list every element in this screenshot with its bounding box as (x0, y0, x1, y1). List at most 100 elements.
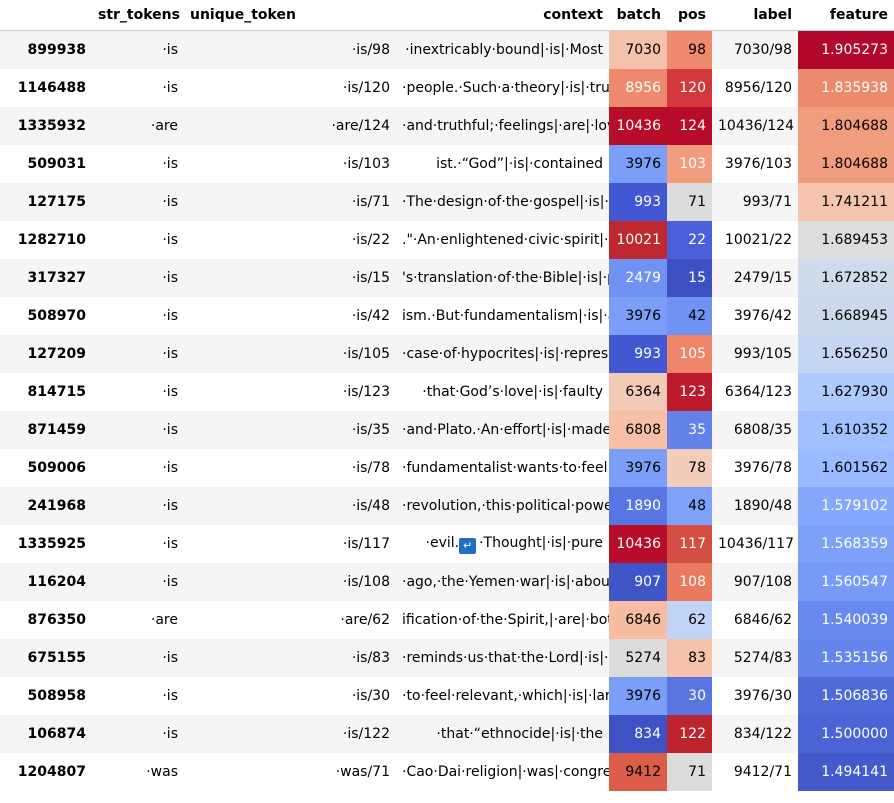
cell-unique-token: ·is/108 (184, 563, 396, 601)
cell-unique-token: ·is/48 (184, 487, 396, 525)
cell-batch: 10436 (609, 107, 667, 145)
row-index: 106874 (0, 715, 92, 753)
cell-feature: 1.568359 (798, 525, 894, 563)
row-index: 1335925 (0, 525, 92, 563)
row-index: 509006 (0, 449, 92, 487)
cell-batch: 10021 (609, 221, 667, 259)
cell-str-tokens: ·is (92, 335, 184, 373)
cell-feature: 1.579102 (798, 487, 894, 525)
cell-unique-token: ·is/98 (184, 30, 396, 69)
table-header: str_tokens unique_token context batch po… (0, 0, 894, 31)
cell-label: 6364/123 (712, 373, 798, 411)
table-row: 871459 ·is ·is/35 ·and·Plato.·An·effort|·is… (0, 411, 894, 449)
cell-str-tokens: ·is (92, 183, 184, 221)
cell-pos: 35 (667, 411, 712, 449)
row-index: 1146488 (0, 69, 92, 107)
cell-label: 6808/35 (712, 411, 798, 449)
table-row: 1204807 ·was ·was/71 ·Cao·Dai·religion|·was… (0, 753, 894, 791)
table-row: 1335925 ·is ·is/117 ·evil. ↵ ·Thought|·is|·pu… (0, 525, 894, 563)
cell-context: ·that·“ethnocide|·is|·the (396, 715, 609, 753)
cell-str-tokens: ·is (92, 677, 184, 715)
header-batch[interactable]: batch (609, 0, 667, 31)
cell-feature: 1.741211 (798, 183, 894, 221)
cell-feature: 1.672852 (798, 259, 894, 297)
cell-batch: 3976 (609, 449, 667, 487)
cell-str-tokens: ·is (92, 297, 184, 335)
cell-label: 10436/117 (712, 525, 798, 563)
row-index: 509031 (0, 145, 92, 183)
cell-feature: 1.610352 (798, 411, 894, 449)
cell-unique-token: ·is/105 (184, 335, 396, 373)
cell-label: 6846/62 (712, 601, 798, 639)
cell-str-tokens: ·is (92, 145, 184, 183)
header-pos[interactable]: pos (667, 0, 712, 31)
cell-str-tokens: ·is (92, 563, 184, 601)
row-index: 317327 (0, 259, 92, 297)
row-index: 1282710 (0, 221, 92, 259)
header-feature[interactable]: feature (798, 0, 894, 31)
table-row: 241968 ·is ·is/48 ·revolution,·this·politic… (0, 487, 894, 525)
cell-label: 907/108 (712, 563, 798, 601)
cell-context: ·evil. ↵ ·Thought|·is|·pure (396, 525, 609, 563)
table-body: 899938 ·is ·is/98 ·inextricably·bound|·is|·… (0, 30, 894, 791)
row-index: 899938 (0, 30, 92, 69)
cell-unique-token: ·is/122 (184, 715, 396, 753)
header-context[interactable]: context (396, 0, 609, 31)
cell-label: 3976/30 (712, 677, 798, 715)
table-row: 1282710 ·is ·is/22 ."·An·enlightened·civic·… (0, 221, 894, 259)
cell-batch: 1890 (609, 487, 667, 525)
cell-context: 's·translation·of·the·Bible|·is|·prohibi… (396, 259, 609, 297)
header-label[interactable]: label (712, 0, 798, 31)
cell-unique-token: ·is/103 (184, 145, 396, 183)
cell-feature: 1.627930 (798, 373, 894, 411)
table-row: 508970 ·is ·is/42 ism.·But·fundamentalism|·… (0, 297, 894, 335)
header-str-tokens[interactable]: str_tokens (92, 0, 184, 31)
cell-feature: 1.804688 (798, 107, 894, 145)
cell-feature: 1.835938 (798, 69, 894, 107)
cell-feature: 1.500000 (798, 715, 894, 753)
cell-str-tokens: ·is (92, 449, 184, 487)
cell-label: 7030/98 (712, 30, 798, 69)
cell-pos: 122 (667, 715, 712, 753)
cell-str-tokens: ·is (92, 30, 184, 69)
cell-context: ·to·feel·relevant,·which|·is|·largely (396, 677, 609, 715)
row-index: 508958 (0, 677, 92, 715)
cell-str-tokens: ·is (92, 221, 184, 259)
cell-str-tokens: ·are (92, 601, 184, 639)
cell-batch: 834 (609, 715, 667, 753)
cell-str-tokens: ·is (92, 259, 184, 297)
cell-label: 10021/22 (712, 221, 798, 259)
cell-pos: 83 (667, 639, 712, 677)
cell-feature: 1.668945 (798, 297, 894, 335)
cell-unique-token: ·is/71 (184, 183, 396, 221)
cell-label: 3976/103 (712, 145, 798, 183)
table-row: 675155 ·is ·is/83 ·reminds·us·that·the·Lord… (0, 639, 894, 677)
cell-context: ·inextricably·bound|·is|·Most (396, 30, 609, 69)
cell-batch: 7030 (609, 30, 667, 69)
cell-pos: 103 (667, 145, 712, 183)
cell-label: 9412/71 (712, 753, 798, 791)
cell-feature: 1.540039 (798, 601, 894, 639)
cell-pos: 71 (667, 183, 712, 221)
header-unique-token[interactable]: unique_token (184, 0, 396, 31)
cell-batch: 993 (609, 335, 667, 373)
cell-feature: 1.535156 (798, 639, 894, 677)
cell-context: ·and·truthful;·feelings|·are|·loving (396, 107, 609, 145)
cell-batch: 993 (609, 183, 667, 221)
cell-context: ·people.·Such·a·theory|·is|·truly (396, 69, 609, 107)
cell-unique-token: ·is/35 (184, 411, 396, 449)
cell-str-tokens: ·is (92, 69, 184, 107)
cell-feature: 1.804688 (798, 145, 894, 183)
cell-pos: 120 (667, 69, 712, 107)
cell-context: ist.·“God”|·is|·contained (396, 145, 609, 183)
cell-unique-token: ·are/62 (184, 601, 396, 639)
header-index (0, 0, 92, 31)
cell-pos: 42 (667, 297, 712, 335)
cell-unique-token: ·is/78 (184, 449, 396, 487)
row-index: 871459 (0, 411, 92, 449)
cell-pos: 48 (667, 487, 712, 525)
cell-batch: 3976 (609, 677, 667, 715)
cell-context: ·that·God’s·love|·is|·faulty (396, 373, 609, 411)
table-row: 127175 ·is ·is/71 ·The·design·of·the·gospel… (0, 183, 894, 221)
